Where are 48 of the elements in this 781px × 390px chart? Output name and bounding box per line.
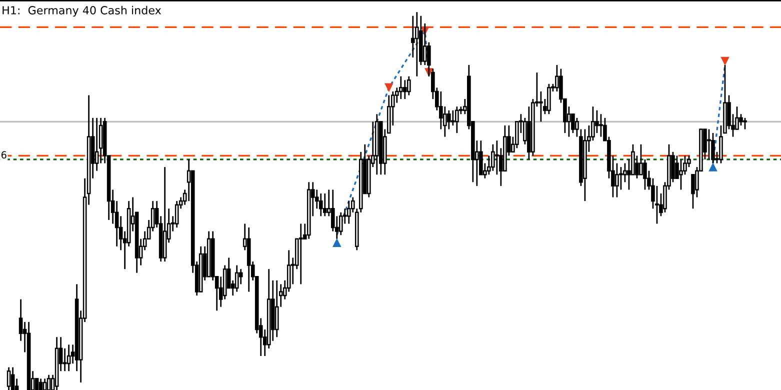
annotation: 6 bbox=[1, 151, 6, 159]
candlestick bbox=[322, 192, 327, 217]
candlestick bbox=[415, 11, 419, 78]
candlestick bbox=[234, 264, 239, 292]
candlestick bbox=[174, 200, 179, 228]
candlestick bbox=[62, 348, 67, 372]
candlestick bbox=[407, 76, 411, 96]
candlestick bbox=[46, 374, 51, 390]
candlestick bbox=[639, 144, 643, 176]
candlestick bbox=[599, 113, 603, 138]
candlestick bbox=[10, 366, 15, 390]
candlestick bbox=[6, 366, 11, 390]
candlestick bbox=[298, 223, 303, 285]
point bbox=[720, 56, 730, 66]
candlestick bbox=[94, 117, 99, 172]
candlestick bbox=[14, 378, 19, 390]
candlestick bbox=[671, 151, 675, 183]
candlestick bbox=[635, 155, 639, 180]
candlestick bbox=[547, 83, 551, 115]
candlestick bbox=[318, 192, 323, 217]
candlestick bbox=[238, 268, 243, 285]
point bbox=[708, 162, 718, 172]
candlestick bbox=[447, 110, 451, 130]
candlestick bbox=[346, 200, 351, 224]
candlestick bbox=[739, 113, 743, 126]
candlestick bbox=[34, 378, 39, 390]
candlestick bbox=[38, 378, 43, 390]
candlestick bbox=[338, 212, 343, 236]
chart-title: H1: Germany 40 Cash index bbox=[2, 6, 162, 17]
candlestick bbox=[539, 90, 543, 122]
candlestick bbox=[455, 106, 459, 134]
candlestick bbox=[398, 76, 403, 100]
candlestick bbox=[274, 280, 279, 338]
candlestick bbox=[615, 162, 619, 198]
point bbox=[384, 83, 394, 92]
point bbox=[332, 238, 342, 248]
candlestick bbox=[491, 144, 495, 172]
candlestick bbox=[451, 110, 455, 126]
candlestick bbox=[595, 110, 599, 134]
candlestick bbox=[423, 22, 427, 66]
candlestick bbox=[643, 158, 647, 190]
candlestick bbox=[743, 117, 747, 130]
candlestick bbox=[42, 378, 47, 390]
candlestick bbox=[707, 128, 711, 160]
candlestick bbox=[403, 79, 407, 100]
candlestick bbox=[679, 158, 683, 190]
candlestick bbox=[66, 344, 71, 372]
candlestick bbox=[711, 132, 715, 164]
